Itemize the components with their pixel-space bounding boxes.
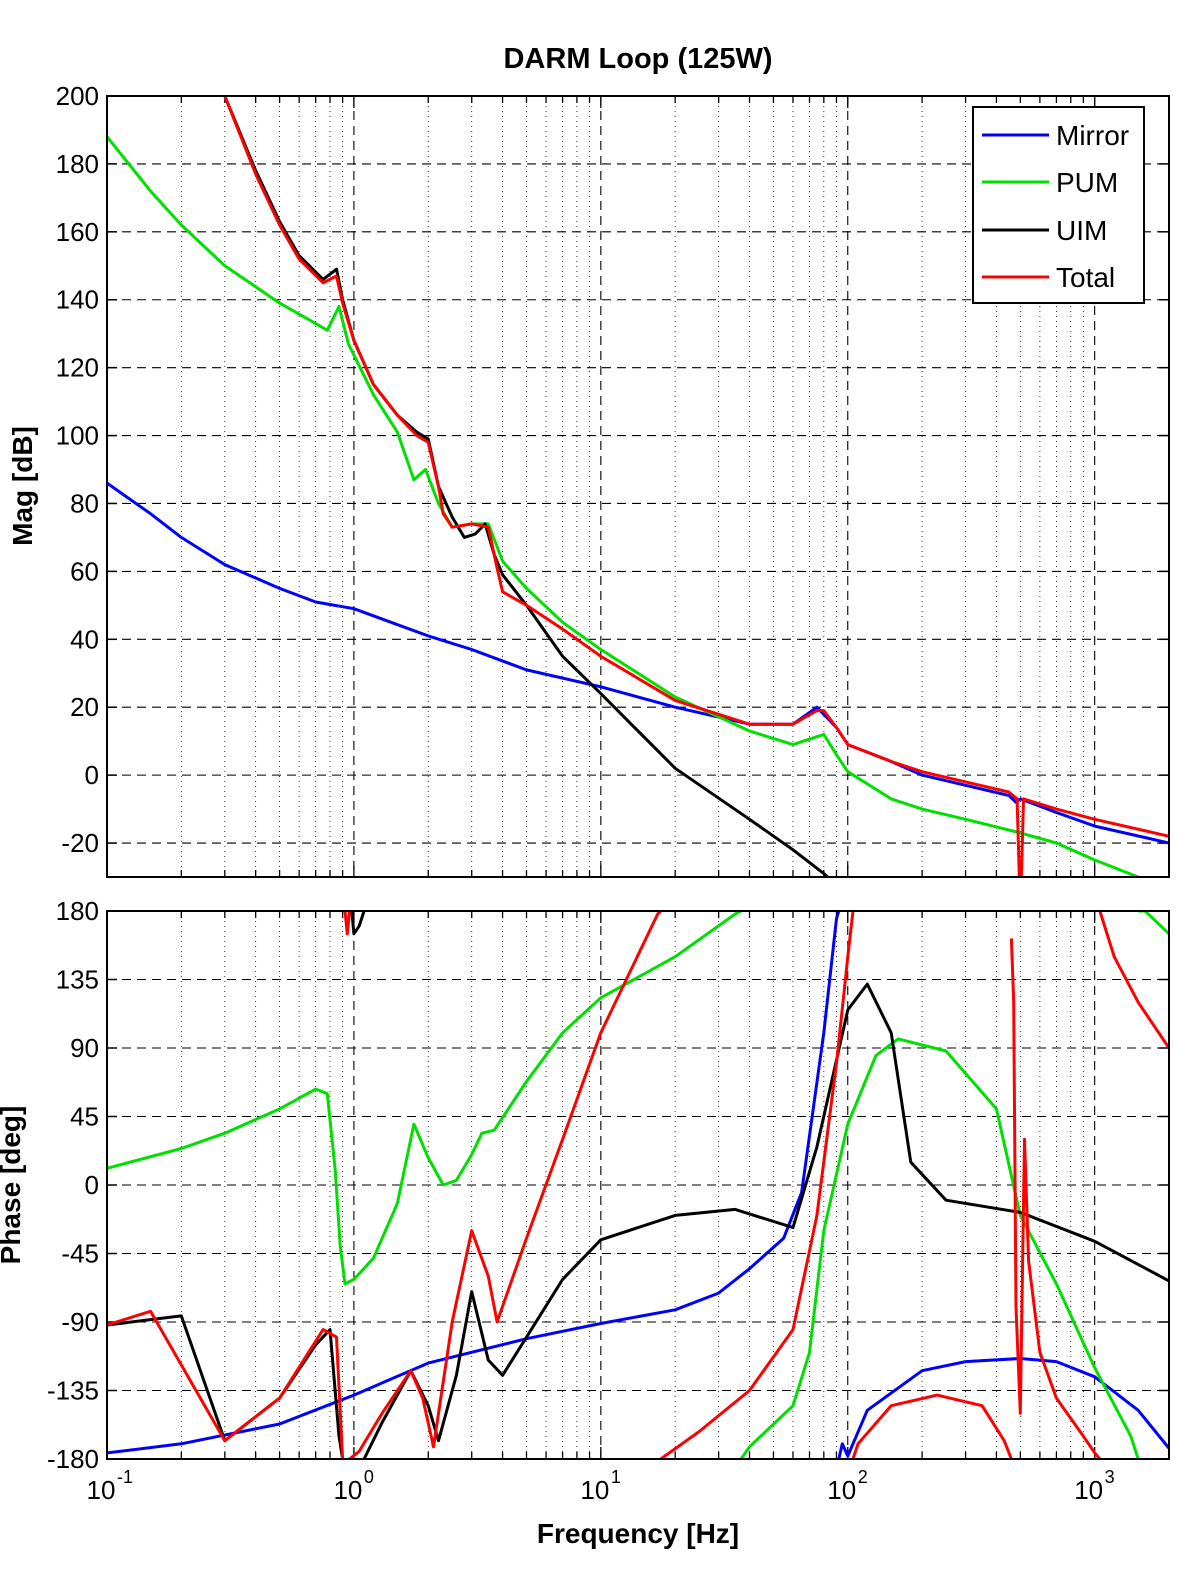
magnitude-y-tick-label: 0 — [85, 760, 99, 790]
phase-x-tick-label: 10 — [87, 1475, 116, 1505]
phase-series-uim — [350, 911, 366, 936]
magnitude-series-pum — [107, 135, 1139, 877]
phase-y-tick-label: 90 — [70, 1033, 99, 1063]
phase-x-tick-label: 10 — [580, 1475, 609, 1505]
magnitude-y-tick-label: 200 — [56, 81, 99, 111]
magnitude-series-total — [223, 96, 1169, 877]
phase-series-mirror — [107, 911, 841, 1455]
legend-label-mirror: Mirror — [1056, 120, 1129, 151]
phase-series-total — [348, 911, 662, 1459]
phase-y-tick-label: -135 — [47, 1376, 99, 1406]
legend-item-pum: PUM — [982, 167, 1118, 198]
phase-series-total — [107, 1309, 345, 1459]
phase-y-tick-label: 0 — [85, 1170, 99, 1200]
magnitude-y-tick-label: 80 — [70, 488, 99, 518]
phase-y-tick-label: 45 — [70, 1102, 99, 1132]
figure-title: DARM Loop (125W) — [503, 43, 772, 75]
magnitude-y-tick-label: 140 — [56, 285, 99, 315]
legend-label-uim: UIM — [1056, 215, 1107, 246]
magnitude-y-tick-label: -20 — [61, 828, 99, 858]
legend-item-uim: UIM — [982, 215, 1107, 246]
phase-series-total — [659, 911, 855, 1459]
frequency-x-axis-label: Frequency [Hz] — [537, 1518, 739, 1549]
magnitude-y-tick-label: 100 — [56, 421, 99, 451]
phase-series-pum — [107, 911, 742, 1286]
phase-y-tick-label: 180 — [56, 896, 99, 926]
phase-y-tick-label: -90 — [61, 1307, 99, 1337]
phase-series-pum — [739, 1037, 1140, 1459]
phase-y-axis-label: Phase [deg] — [0, 1106, 26, 1265]
chart-title: DARM Loop (125W) — [503, 43, 772, 75]
magnitude-y-tick-label: 160 — [56, 217, 99, 247]
magnitude-series-group — [107, 96, 1169, 877]
phase-y-tick-label: 135 — [56, 965, 99, 995]
legend-box — [972, 106, 1145, 304]
phase-x-tick-exponent: -1 — [117, 1467, 133, 1487]
phase-y-tick-label: -45 — [61, 1239, 99, 1269]
legend-item-total: Total — [982, 262, 1115, 293]
magnitude-plot-frame — [106, 95, 1170, 878]
phase-x-tick-exponent: 3 — [1105, 1467, 1115, 1487]
magnitude-y-tick-label: 20 — [70, 692, 99, 722]
phase-y-tick-labels: 180 135 90 45 0 -45 -90 -135 -180 — [47, 896, 99, 1474]
legend: Mirror PUM UIM Total — [972, 106, 1145, 304]
legend-label-total: Total — [1056, 262, 1115, 293]
phase-x-tick-exponent: 0 — [364, 1467, 374, 1487]
phase-series-mirror — [837, 1357, 1169, 1459]
phase-series-group — [107, 911, 1169, 1459]
phase-x-tick-label: 10 — [827, 1475, 856, 1505]
magnitude-y-tick-label: 120 — [56, 353, 99, 383]
phase-x-tick-label: 10 — [1074, 1475, 1103, 1505]
phase-series-total — [343, 911, 351, 936]
phase-x-tick-labels: 10 -1 10 0 10 1 10 2 10 3 — [87, 1467, 1115, 1505]
legend-label-pum: PUM — [1056, 167, 1118, 198]
magnitude-y-tick-label: 180 — [56, 149, 99, 179]
phase-plot-frame — [106, 910, 1170, 1460]
phase-series-total — [1098, 911, 1169, 1049]
phase-x-tick-exponent: 2 — [858, 1467, 868, 1487]
magnitude-y-tick-label: 40 — [70, 624, 99, 654]
magnitude-series-uim — [223, 96, 831, 877]
magnitude-y-axis-label: Mag [dB] — [7, 426, 38, 546]
phase-x-tick-label: 10 — [333, 1475, 362, 1505]
phase-series-total — [1009, 938, 1102, 1459]
phase-x-tick-exponent: 1 — [611, 1467, 621, 1487]
phase-y-tick-label: -180 — [47, 1444, 99, 1474]
phase-series-total — [851, 1393, 1013, 1459]
legend-item-mirror: Mirror — [982, 120, 1129, 151]
magnitude-grid — [106, 95, 1170, 877]
phase-series-pum — [1138, 911, 1169, 935]
magnitude-y-tick-label: 60 — [70, 556, 99, 586]
